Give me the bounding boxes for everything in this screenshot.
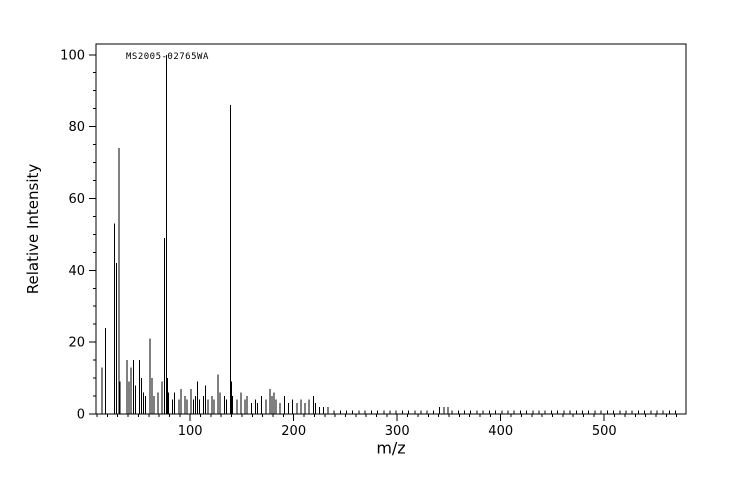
plot-frame xyxy=(95,43,687,415)
tick-label: 0 xyxy=(77,408,85,423)
tick-label: 80 xyxy=(68,120,85,135)
tick-label: 40 xyxy=(68,264,85,279)
y-major-ticks: 0 20 40 60 80 100 xyxy=(60,48,96,423)
tick-label: 20 xyxy=(68,336,85,351)
spectrum-id-label: MS2005-02765WA xyxy=(126,52,209,62)
spectrum-peaks xyxy=(101,54,677,414)
tick-label: 100 xyxy=(178,424,203,439)
x-major-ticks: 100 200 300 400 500 xyxy=(178,414,617,439)
tick-label: 400 xyxy=(488,424,513,439)
tick-label: 60 xyxy=(68,192,85,207)
y-axis-title: Relative Intensity xyxy=(24,163,42,295)
tick-label: 200 xyxy=(281,424,306,439)
tick-label: 100 xyxy=(60,48,85,63)
tick-label: 500 xyxy=(592,424,617,439)
x-axis-title: m/z xyxy=(376,438,406,458)
tick-label: 300 xyxy=(385,424,410,439)
